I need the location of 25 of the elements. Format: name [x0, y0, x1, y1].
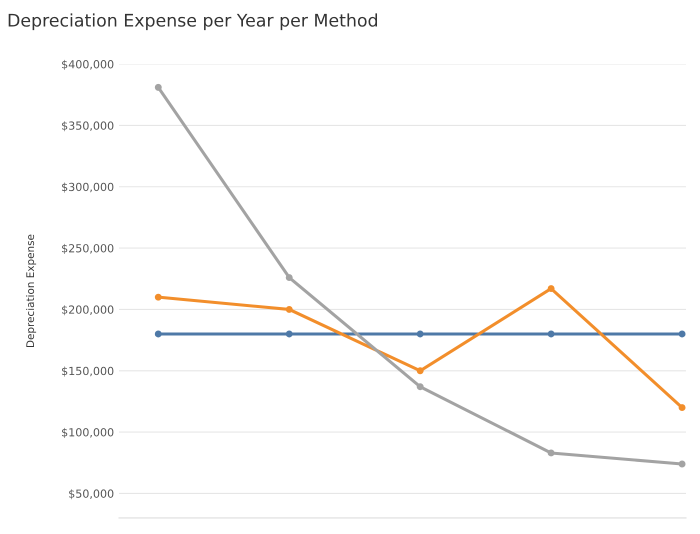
- point: [154, 84, 162, 91]
- y-axis-title: Depreciation Expense: [26, 234, 36, 347]
- point: [416, 367, 424, 374]
- point: [678, 404, 686, 412]
- point: [286, 274, 293, 282]
- point: [154, 294, 162, 301]
- y-tick-label: $50,000: [69, 489, 114, 500]
- point: [678, 330, 686, 338]
- y-tick-label: $150,000: [62, 366, 114, 377]
- point: [416, 330, 424, 338]
- y-tick-label: $400,000: [62, 60, 114, 70]
- point: [416, 383, 424, 390]
- point: [548, 330, 555, 338]
- y-tick-label: $250,000: [62, 244, 114, 254]
- y-tick-label: $300,000: [62, 182, 114, 193]
- point: [548, 449, 555, 456]
- y-tick-label: $100,000: [62, 428, 114, 438]
- point: [286, 330, 293, 338]
- chart-title: Depreciation Expense per Year per Method: [8, 13, 378, 30]
- point: [154, 330, 162, 338]
- point: [678, 460, 686, 468]
- y-tick-label: $200,000: [62, 305, 114, 316]
- point: [286, 306, 293, 313]
- y-tick-label: $350,000: [62, 121, 114, 132]
- point: [548, 285, 555, 292]
